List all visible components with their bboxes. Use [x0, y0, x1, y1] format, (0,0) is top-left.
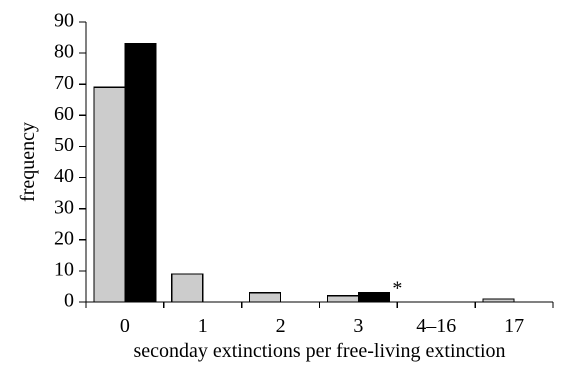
x-axis-title: seconday extinctions per free-living ext…: [133, 340, 505, 362]
bar-series-1-3: [357, 292, 391, 303]
y-tick-label: 30: [54, 196, 74, 218]
y-tick-label: 50: [54, 134, 74, 156]
x-tick-label: 3: [353, 315, 363, 337]
x-tick-label: 17: [504, 315, 524, 337]
x-tick-label: 1: [198, 315, 208, 337]
y-tick-label: 90: [54, 10, 74, 32]
x-tick-label: 2: [276, 315, 286, 337]
y-tick-label: 80: [54, 41, 74, 63]
bar-series-1-0: [124, 43, 157, 303]
x-tick-label: 4–16: [416, 315, 456, 337]
y-tick-label: 20: [54, 227, 74, 249]
y-axis-title: frequency: [17, 122, 39, 202]
bar-series-0-3: [326, 295, 360, 303]
bar-series-0-1: [171, 273, 204, 303]
bar-series-0-2: [248, 292, 282, 303]
y-tick-label: 0: [64, 290, 74, 312]
x-tick-label: 0: [120, 315, 130, 337]
significance-annotation: *: [392, 278, 402, 300]
bar-series-0-0: [93, 86, 126, 303]
bars-group: [93, 43, 515, 303]
y-tick-label: 10: [54, 258, 74, 280]
x-axis: 0 1 2 3 4–16 17: [85, 302, 554, 337]
y-tick-label: 40: [54, 165, 74, 187]
y-tick-label: 70: [54, 72, 74, 94]
y-axis: 0 10 20 30 40 50 60 70 80 90: [54, 10, 86, 312]
y-tick-label: 60: [54, 103, 74, 125]
